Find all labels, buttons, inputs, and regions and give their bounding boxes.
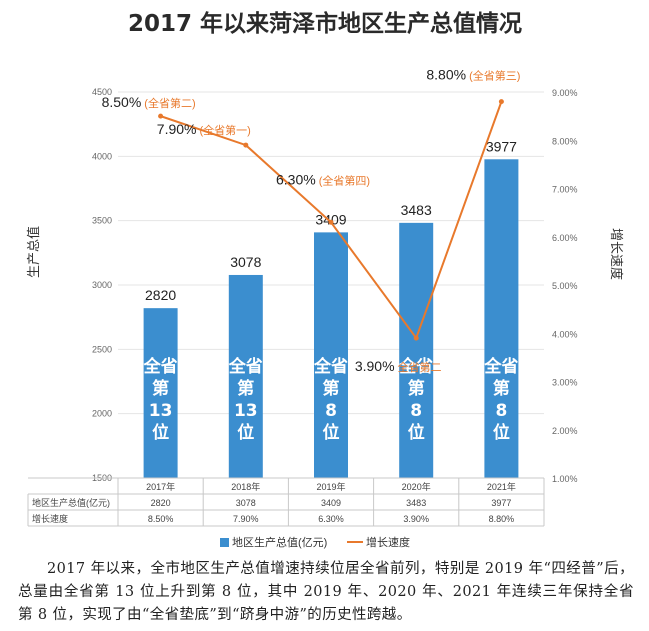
bar-rank-label: 第 [408,378,425,399]
bar-rank-label: 13 [234,401,258,421]
growth-point [243,142,249,148]
table-cell: 8.50% [148,514,174,524]
y-right-tick-label: 5.00% [552,281,578,291]
bar-rank-label: 全省 [228,356,263,377]
y-left-tick-label: 2500 [92,344,112,354]
table-cell: 3.90% [403,514,429,524]
table-cell: 3483 [406,498,426,508]
x-tick-label: 2017年 [146,481,175,492]
growth-point [158,113,164,119]
x-tick-label: 2018年 [231,481,260,492]
bar-rank-label: 8 [325,401,337,421]
growth-value: 8.50% [102,94,142,110]
bar-rank-label: 第 [152,378,169,399]
y-left-tick-label: 4000 [92,151,112,161]
growth-value: 6.30% [276,171,316,187]
table-cell: 7.90% [233,514,259,524]
table-cell: 3977 [491,498,511,508]
y-right-tick-label: 4.00% [552,329,578,339]
growth-label: 8.50% (全省第二) [102,94,196,110]
y-right-tick-label: 1.00% [552,474,578,484]
bar-rank-label: 全省 [398,356,433,377]
bar-value-label: 3977 [486,138,517,154]
y-left-tick-label: 2000 [92,409,112,419]
y-right-tick-label: 2.00% [552,426,578,436]
x-tick-label: 2019年 [316,481,345,492]
bar [143,308,178,478]
chart-title: 2017 年以来菏泽市地区生产总值情况 [128,10,522,37]
growth-point [328,219,334,225]
bar [314,232,348,478]
y-left-tick-label: 3500 [92,216,112,226]
bar-value-label: 2820 [145,287,176,303]
y-right-tick-label: 6.00% [552,233,578,243]
growth-annotation: (全省第四) [319,173,370,187]
bar-value-label: 3483 [401,202,432,218]
growth-value: 3.90% [355,358,395,374]
bar [399,222,434,478]
bar-rank-label: 第 [237,378,254,399]
bar [484,159,519,478]
growth-value: 7.90% [157,121,197,137]
x-tick-label: 2021年 [487,481,516,492]
bar-rank-label: 8 [495,401,507,421]
growth-annotation: (全省第一) [199,123,250,137]
y-left-tick-label: 4500 [92,87,112,97]
table-row-header: 地区生产总值(亿元) [32,497,110,508]
growth-annotation: (全省第二) [144,96,195,110]
growth-annotation: (全省第三) [469,69,520,83]
table-cell: 3078 [236,498,256,508]
bar-value-label: 3078 [230,254,261,270]
legend-line-label: 增长速度 [366,535,410,549]
bar-rank-label: 13 [149,401,173,421]
bar-rank-label: 8 [410,401,422,421]
bar [228,274,263,478]
table-cell: 8.80% [489,514,515,524]
bar-value-label: 3409 [315,211,346,227]
bar-rank-label: 位 [323,422,340,443]
y-right-tick-label: 3.00% [552,378,578,388]
growth-annotation: 全省第二 [398,360,442,374]
bar-rank-label: 第 [493,378,510,399]
bar-rank-label: 位 [152,422,169,443]
bar-rank-label: 第 [323,378,340,399]
bar-rank-label: 位 [408,422,425,443]
legend-bar-label: 地区生产总值(亿元) [232,535,327,549]
growth-value: 8.80% [426,67,466,83]
y-right-tick-label: 8.00% [552,136,578,146]
bar-rank-label: 位 [237,422,254,443]
growth-label: 6.30% (全省第四) [276,171,370,187]
growth-point [413,335,419,341]
table-cell: 6.30% [318,514,344,524]
growth-point [498,99,504,105]
table-row-header: 增长速度 [32,513,68,524]
x-tick-label: 2020年 [402,481,431,492]
bar-rank-label: 全省 [483,356,518,377]
bar-rank-label: 全省 [313,356,348,377]
growth-label: 3.90% 全省第二 [355,358,442,374]
bar-rank-label: 位 [493,422,510,443]
y-left-tick-label: 3000 [92,280,112,290]
y-left-axis-title: 生产总值 [26,226,42,278]
legend-bar-swatch [220,538,229,547]
table-cell: 2820 [151,498,171,508]
y-right-tick-label: 9.00% [552,88,578,98]
table-cell: 3409 [321,498,341,508]
growth-label: 8.80% (全省第三) [426,67,520,83]
caption-text: 2017 年以来，全市地区生产总值增速持续位居全省前列，特别是 2019 年“四… [18,561,634,623]
y-right-axis-title: 增长速度 [608,228,624,280]
growth-label: 7.90% (全省第一) [157,121,251,137]
y-right-tick-label: 7.00% [552,185,578,195]
bar-rank-label: 全省 [143,356,178,377]
